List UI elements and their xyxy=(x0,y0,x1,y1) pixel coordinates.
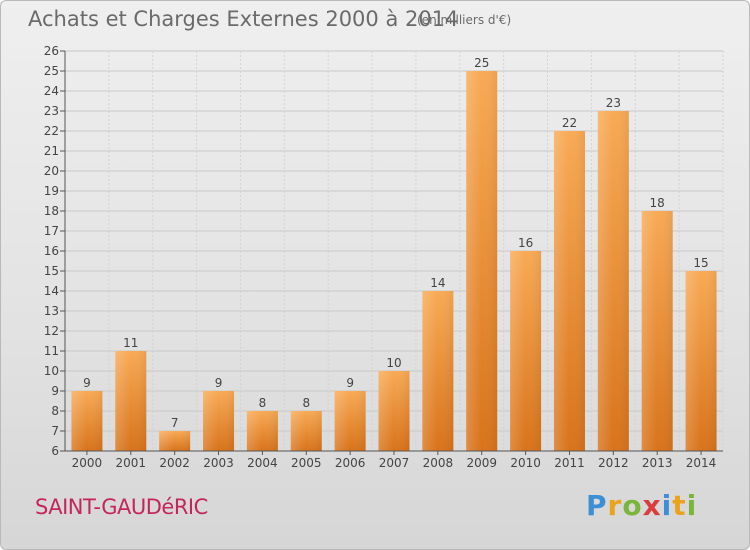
x-tick-label: 2009 xyxy=(466,456,497,470)
bar-shade xyxy=(378,371,410,451)
logo-letter: r xyxy=(607,489,623,522)
data-label: 16 xyxy=(518,236,533,250)
chart-title: Achats et Charges Externes 2000 à 2014 xyxy=(28,7,459,31)
data-label: 8 xyxy=(259,396,267,410)
y-tick-label: 11 xyxy=(44,344,59,358)
logo-letter: x xyxy=(642,489,662,522)
x-tick-label: 2010 xyxy=(510,456,541,470)
proxiti-logo: Proxiti xyxy=(586,489,697,522)
data-label: 14 xyxy=(430,276,445,290)
bar-shade xyxy=(641,211,673,451)
y-tick-label: 12 xyxy=(44,324,59,338)
x-tick-label: 2007 xyxy=(379,456,410,470)
logo-letter: o xyxy=(622,489,643,522)
commune-name: SAINT-GAUDéRIC xyxy=(35,495,208,519)
chart-subtitle: (en milliers d'€) xyxy=(417,13,512,27)
data-label: 23 xyxy=(606,96,621,110)
bar-shade xyxy=(510,251,542,451)
x-tick-label: 2012 xyxy=(598,456,629,470)
x-tick-label: 2005 xyxy=(291,456,322,470)
data-label: 8 xyxy=(302,396,310,410)
y-tick-label: 25 xyxy=(44,64,59,78)
data-label: 9 xyxy=(215,376,223,390)
x-tick-label: 2001 xyxy=(116,456,147,470)
y-tick-label: 23 xyxy=(44,104,59,118)
bar-shade xyxy=(159,431,191,451)
data-label: 11 xyxy=(123,336,138,350)
y-tick-label: 16 xyxy=(44,244,59,258)
y-tick-label: 15 xyxy=(44,264,59,278)
y-tick-label: 10 xyxy=(44,364,59,378)
bar-shade xyxy=(685,271,717,451)
bar-shade xyxy=(71,391,103,451)
logo-letter: P xyxy=(586,489,608,522)
bar-shade xyxy=(597,111,629,451)
bar-shade xyxy=(422,291,454,451)
y-tick-label: 14 xyxy=(44,284,59,298)
x-tick-label: 2002 xyxy=(159,456,190,470)
y-tick-label: 9 xyxy=(51,384,59,398)
y-tick-label: 19 xyxy=(44,184,59,198)
x-tick-label: 2011 xyxy=(554,456,585,470)
logo-letter: i xyxy=(686,489,698,522)
y-tick-label: 26 xyxy=(44,44,59,58)
y-tick-label: 22 xyxy=(44,124,59,138)
y-tick-label: 8 xyxy=(51,404,59,418)
x-tick-label: 2008 xyxy=(423,456,454,470)
data-label: 25 xyxy=(474,56,489,70)
data-label: 7 xyxy=(171,416,179,430)
x-tick-label: 2004 xyxy=(247,456,278,470)
bar-shade xyxy=(553,131,585,451)
y-tick-label: 18 xyxy=(44,204,59,218)
x-tick-label: 2014 xyxy=(686,456,717,470)
y-tick-label: 13 xyxy=(44,304,59,318)
data-label: 10 xyxy=(386,356,401,370)
data-label: 22 xyxy=(562,116,577,130)
logo-letter: i xyxy=(661,489,673,522)
y-tick-label: 21 xyxy=(44,144,59,158)
data-label: 15 xyxy=(693,256,708,270)
logo-letter: t xyxy=(672,489,687,522)
y-tick-label: 17 xyxy=(44,224,59,238)
data-label: 18 xyxy=(650,196,665,210)
x-tick-label: 2000 xyxy=(72,456,103,470)
bar-chart: 9 11 7 9 8 8 9 10 14 25 16 22 23 18 15 6 7 8 9 10 11 12 13 14 1… xyxy=(44,44,724,470)
bar-shade xyxy=(290,411,322,451)
data-label: 9 xyxy=(83,376,91,390)
x-tick-label: 2013 xyxy=(642,456,673,470)
y-tick-label: 7 xyxy=(51,424,59,438)
data-label: 9 xyxy=(346,376,354,390)
bar-shade xyxy=(203,391,235,451)
bar-shade xyxy=(246,411,278,451)
y-tick-label: 24 xyxy=(44,84,59,98)
y-tick-label: 6 xyxy=(51,444,59,458)
bar-shade xyxy=(466,71,498,451)
y-tick-label: 20 xyxy=(44,164,59,178)
bar-shade xyxy=(115,351,147,451)
bar-shade xyxy=(334,391,366,451)
x-tick-label: 2006 xyxy=(335,456,366,470)
x-tick-label: 2003 xyxy=(203,456,234,470)
